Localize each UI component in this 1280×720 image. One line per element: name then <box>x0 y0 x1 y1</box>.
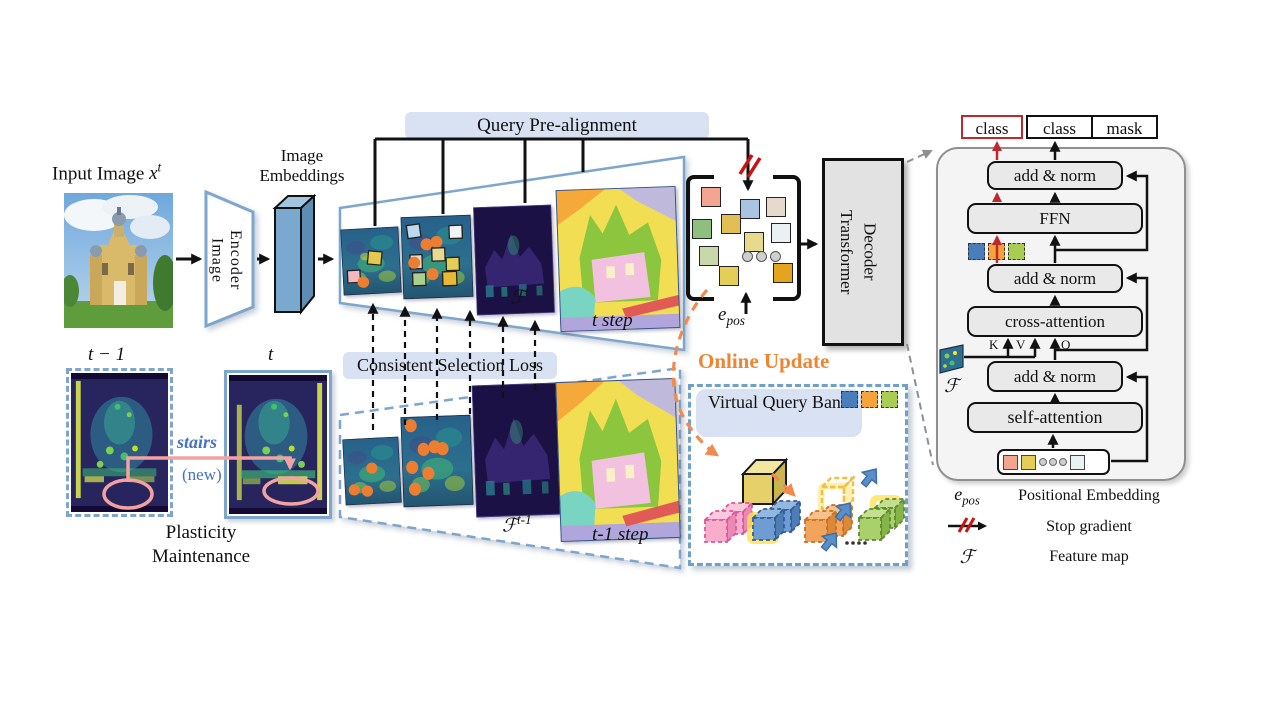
transformer-decoder-box <box>822 158 904 346</box>
feature-map-symbol-previous: ℱt-1 <box>502 512 532 537</box>
church-photo-art <box>64 193 173 328</box>
add-norm-block-bottom: add & norm <box>987 361 1123 392</box>
image-encoder-trapezoid <box>204 190 255 328</box>
pink-query-cubes <box>702 500 755 545</box>
t-label: t <box>268 344 274 365</box>
class-mask-outputs: class mask <box>1026 115 1158 139</box>
input-query-strip <box>997 449 1110 475</box>
segmentation-map-current <box>555 185 681 333</box>
self-attention-block: self-attention <box>967 402 1143 433</box>
green-query-cubes <box>856 495 905 543</box>
new-class-annotation: (new) <box>182 465 222 484</box>
virtual-query-bank-label: Virtual Query Bank <box>696 389 862 437</box>
feature-map-dark-previous <box>471 382 563 518</box>
current-step-label: t step <box>592 310 633 331</box>
legend-positional-embedding: epos Positional Embedding <box>938 484 1182 509</box>
feature-map-mini-icon <box>938 343 965 374</box>
feature-map-text: Feature map <box>1049 548 1129 566</box>
query-ellipsis-dots <box>742 251 781 262</box>
stop-gradient-icon <box>938 516 996 539</box>
attention-map-previous <box>66 368 173 517</box>
image-encoder-shape <box>204 190 256 328</box>
feature-map-small-current <box>340 226 402 296</box>
add-norm-block-top: add & norm <box>987 161 1123 190</box>
ffn-block: FFN <box>967 203 1143 234</box>
legend: epos Positional Embedding Stop gradient … <box>938 484 1182 576</box>
class-output-new: class <box>961 115 1023 139</box>
t-minus-1-label: t − 1 <box>88 344 126 365</box>
bank-up-arrow-2 <box>834 502 852 522</box>
segmentation-map-previous <box>555 377 681 543</box>
legend-feature-map: ℱ Feature map <box>938 546 1182 569</box>
input-image-label: Input Image xt <box>52 160 162 185</box>
bank-update-arrows <box>820 468 878 552</box>
image-embeddings-box <box>272 190 316 316</box>
value-label: V <box>1016 337 1026 352</box>
stop-gradient-slashes <box>738 154 762 178</box>
yellow-query-cube <box>740 457 789 507</box>
embeddings-3d-box <box>272 193 316 315</box>
decoder-callout-lines <box>906 149 934 466</box>
new-query-mini-squares-panel <box>968 243 1025 260</box>
previous-step-label: t-1 step <box>592 524 649 545</box>
bank-up-arrow-3 <box>820 532 838 552</box>
legend-stop-gradient: Stop gradient <box>938 516 1182 539</box>
consistent-selection-loss-label: Consistent Selection Loss <box>343 352 557 379</box>
input-query-squares-left <box>1003 454 1036 470</box>
plasticity-maintenance-caption: Plasticity Maintenance <box>151 522 251 567</box>
query-prealignment-label: Query Pre-alignment <box>405 112 709 139</box>
image-embeddings-label: Image Embeddings <box>259 146 345 185</box>
query-tokens <box>688 177 798 291</box>
online-update-label: Online Update <box>698 349 830 373</box>
feature-map-symbol-legend: ℱ <box>959 546 975 568</box>
input-image-variable: xt <box>149 160 162 185</box>
positional-embedding-symbol: epos <box>718 304 745 328</box>
input-query-squares-right <box>1070 454 1085 470</box>
stop-gradient-text: Stop gradient <box>1046 518 1132 536</box>
positional-embedding-text: Positional Embedding <box>1018 487 1160 505</box>
stairs-annotation: stairs <box>177 432 218 452</box>
feature-map-symbol-panel: ℱ <box>944 376 959 397</box>
new-query-mini-squares <box>841 391 898 408</box>
cross-attention-block: cross-attention <box>967 306 1143 337</box>
query-label: Q <box>1061 337 1071 352</box>
query-set-right-bracket <box>773 175 801 301</box>
cube-ellipsis-dots <box>845 541 867 545</box>
input-photo <box>64 193 173 328</box>
mask-output: mask <box>1106 119 1143 138</box>
feature-map-small-previous <box>342 436 402 506</box>
feature-map-symbol-current: ℱt <box>510 284 529 309</box>
add-norm-block-middle: add & norm <box>987 264 1123 293</box>
attention-map-current <box>224 370 332 519</box>
feature-map-dark-current <box>473 204 555 316</box>
query-cubes-art <box>702 457 905 552</box>
image-encoder-label: Image Encoder <box>208 229 244 291</box>
transformer-decoder-label: Transformer Decoder <box>836 209 880 295</box>
key-label: K <box>989 337 999 352</box>
query-bank-cubes <box>695 440 905 564</box>
class-output: class <box>1028 117 1093 138</box>
feature-map-mid-current <box>400 214 474 300</box>
bank-up-arrow-1 <box>860 468 878 488</box>
epos-symbol: epos <box>954 484 980 508</box>
blue-query-cubes <box>747 498 803 544</box>
input-query-dots <box>1039 458 1067 466</box>
feature-map-mid-previous <box>400 414 474 508</box>
